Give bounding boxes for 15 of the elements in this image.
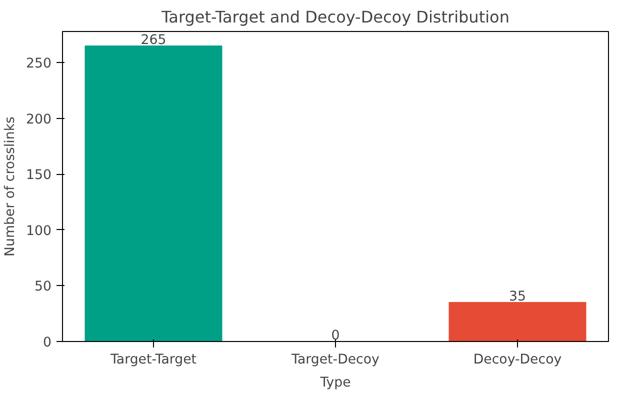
y-tick-label: 50 — [34, 280, 52, 295]
y-tick-label: 200 — [26, 112, 52, 128]
data-label: 0 — [331, 328, 340, 344]
chart-title: Target-Target and Decoy-Decoy Distribution — [160, 8, 510, 26]
y-tick-label: 0 — [43, 336, 52, 350]
y-tick-label: 150 — [26, 168, 52, 184]
data-label: 35 — [509, 289, 526, 304]
x-axis-title: Type — [319, 376, 351, 390]
x-tick-label: Target-Decoy — [290, 352, 380, 368]
y-tick-label: 250 — [26, 56, 52, 72]
y-axis-title: Number of crosslinks — [3, 116, 18, 256]
y-tick-label: 100 — [26, 224, 52, 239]
x-tick-label: Target-Target — [109, 352, 197, 368]
x-tick-label: Decoy-Decoy — [473, 352, 562, 368]
data-label: 265 — [140, 32, 166, 48]
